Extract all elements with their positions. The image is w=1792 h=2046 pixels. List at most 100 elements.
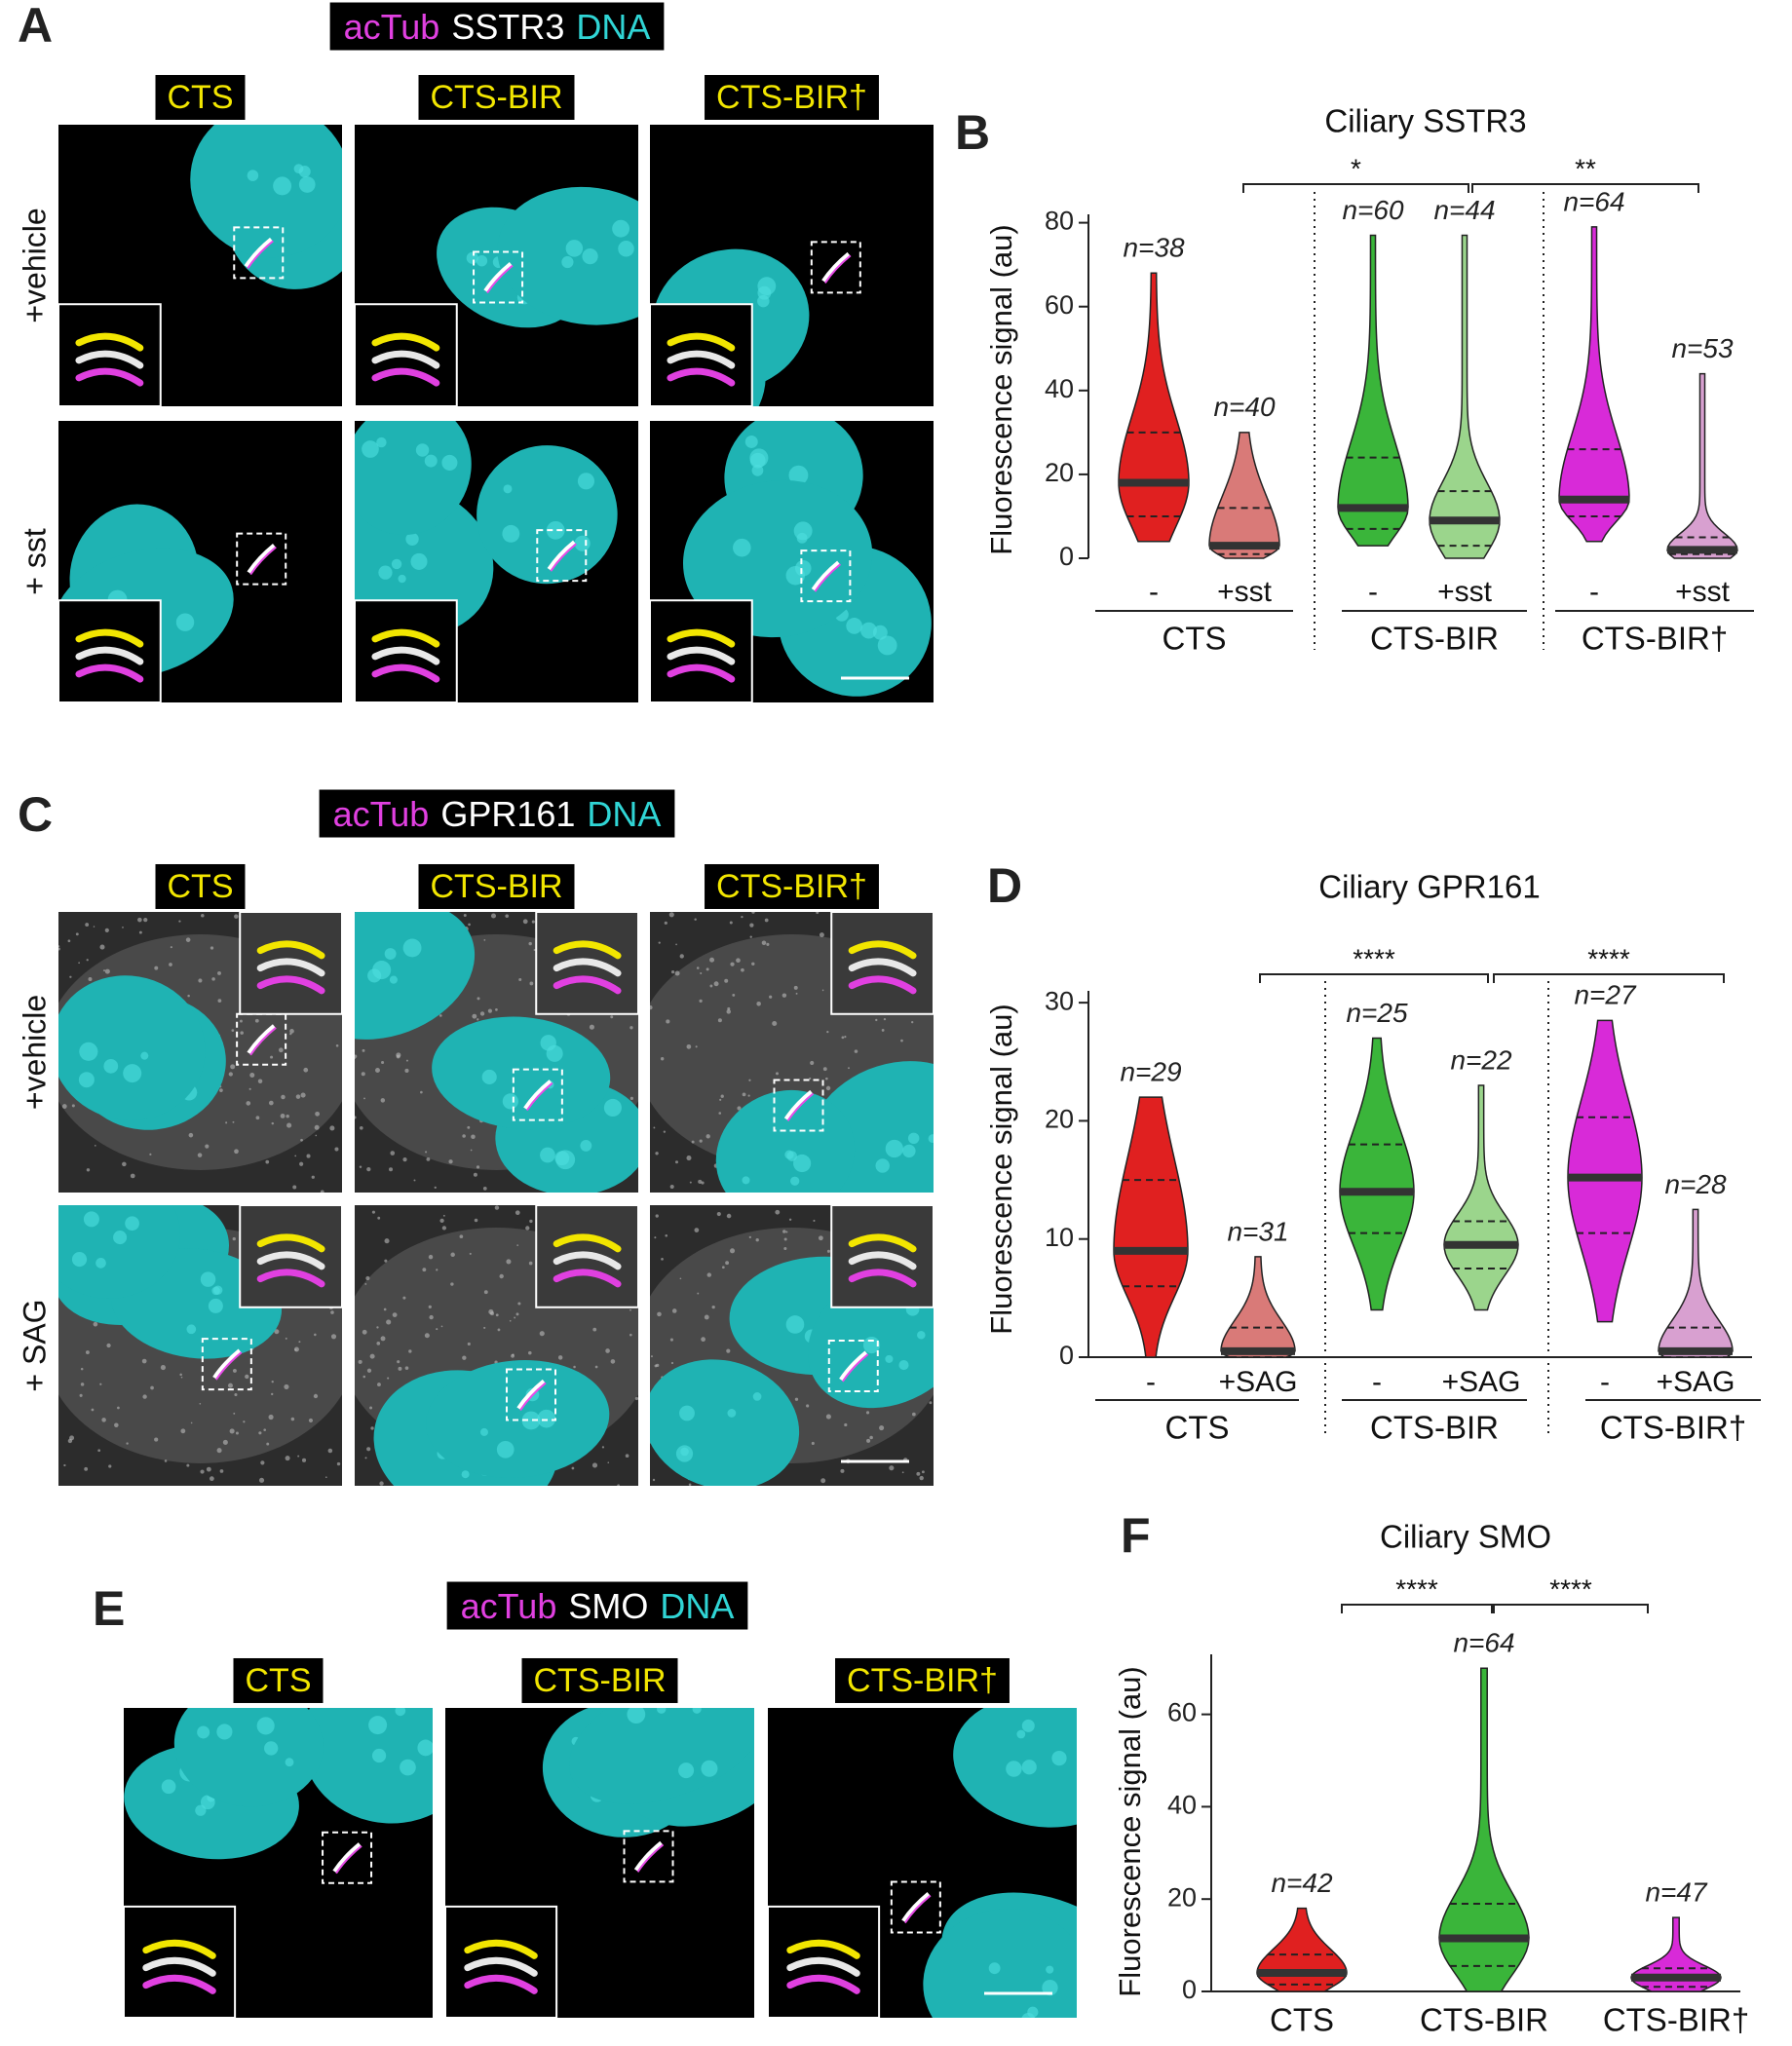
violin [1220,1256,1296,1358]
nucleolus [362,440,379,458]
micrograph [58,912,342,1193]
column-label-box [418,74,575,120]
speckle [459,1234,464,1239]
speckle [450,1252,455,1258]
micrograph [650,1205,934,1486]
nucleolus [1021,1719,1035,1732]
speckle [709,984,713,988]
nucleolus [461,1470,470,1479]
speckle [487,1008,492,1013]
speckle [362,1048,365,1052]
nucleus [682,479,873,638]
nucleolus [273,176,292,196]
n-label: n=47 [1645,1877,1707,1908]
significance-label: **** [1395,1573,1438,1604]
inset-cilium [464,1939,538,1959]
inset-cilium [75,646,144,665]
nucleolus [885,1354,894,1363]
speckle [370,1426,374,1430]
speckle [591,1462,598,1468]
significance-label: **** [1587,943,1630,973]
speckle [806,1404,810,1408]
speckle [209,1476,214,1482]
speckle [408,1349,412,1353]
micrograph [445,1708,754,2018]
speckle [489,1311,495,1316]
speckle [782,993,787,998]
speckle [426,1156,431,1161]
speckle [324,1476,327,1479]
significance-label: * [1351,153,1361,183]
speckle [402,1156,407,1162]
speckle [477,997,480,1001]
speckle [476,1165,480,1169]
inset-cilium [75,350,144,369]
inset-cilium [75,663,144,683]
cilium [247,1024,276,1054]
speckle [228,1072,233,1077]
nucleolus [140,1051,149,1060]
inset-cilium [786,1974,860,1994]
speckle [278,1047,284,1053]
nucleolus [744,435,758,448]
speckle [497,1328,501,1332]
speckle [658,941,661,944]
violin [1443,1084,1519,1311]
nucleolus [790,1176,800,1186]
violin [1438,1667,1530,1992]
speckle [879,1424,885,1431]
violin [1113,1096,1189,1358]
x-tick-label: - [1589,576,1599,608]
speckle [522,919,528,925]
speckle [557,1355,563,1360]
speckle [761,940,767,946]
speckle [691,1140,695,1144]
speckle [686,1043,692,1049]
roi-box [233,226,285,280]
nucleolus [675,1445,694,1462]
speckle [260,1460,265,1465]
speckle [448,1159,453,1164]
speckle [811,1441,815,1446]
speckle [726,1348,731,1353]
speckle [477,1018,479,1021]
speckle [99,1383,102,1385]
nucleolus [679,1405,695,1421]
n-label: n=40 [1213,392,1275,422]
speckle [483,1290,488,1295]
significance-label: **** [1549,1573,1592,1604]
speckle [102,969,106,972]
speckle [469,1252,472,1256]
nucleolus [1006,1761,1022,1777]
micrograph [650,912,934,1193]
speckle [240,1019,243,1023]
speckle [755,1238,759,1242]
speckle [232,1236,236,1241]
speckle [289,1029,294,1034]
speckle [533,948,536,952]
speckle [841,1036,845,1040]
column-label-box [705,863,879,909]
panel-letter: E [93,1581,125,1636]
stain-legend-box [446,1581,748,1630]
y-tick-label: 0 [1059,1341,1074,1370]
micrograph [58,421,342,702]
speckle [610,1015,614,1019]
speckle [311,1175,315,1179]
speckle [749,923,754,928]
nucleus [190,125,342,258]
nucleolus [264,1741,279,1756]
speckle [243,1421,246,1423]
speckle [769,995,773,999]
nucleolus [441,454,458,471]
speckle [515,1312,519,1316]
inset-cilium [371,628,440,648]
micrograph [58,1205,342,1486]
cilium-tub [519,1382,547,1412]
speckle [314,1333,317,1337]
nucleolus [384,948,397,960]
stain-legend: acTub SSTR3 DNA [344,7,651,47]
speckle [232,1368,237,1373]
violin [1429,234,1501,559]
panel-letter: B [955,105,990,160]
